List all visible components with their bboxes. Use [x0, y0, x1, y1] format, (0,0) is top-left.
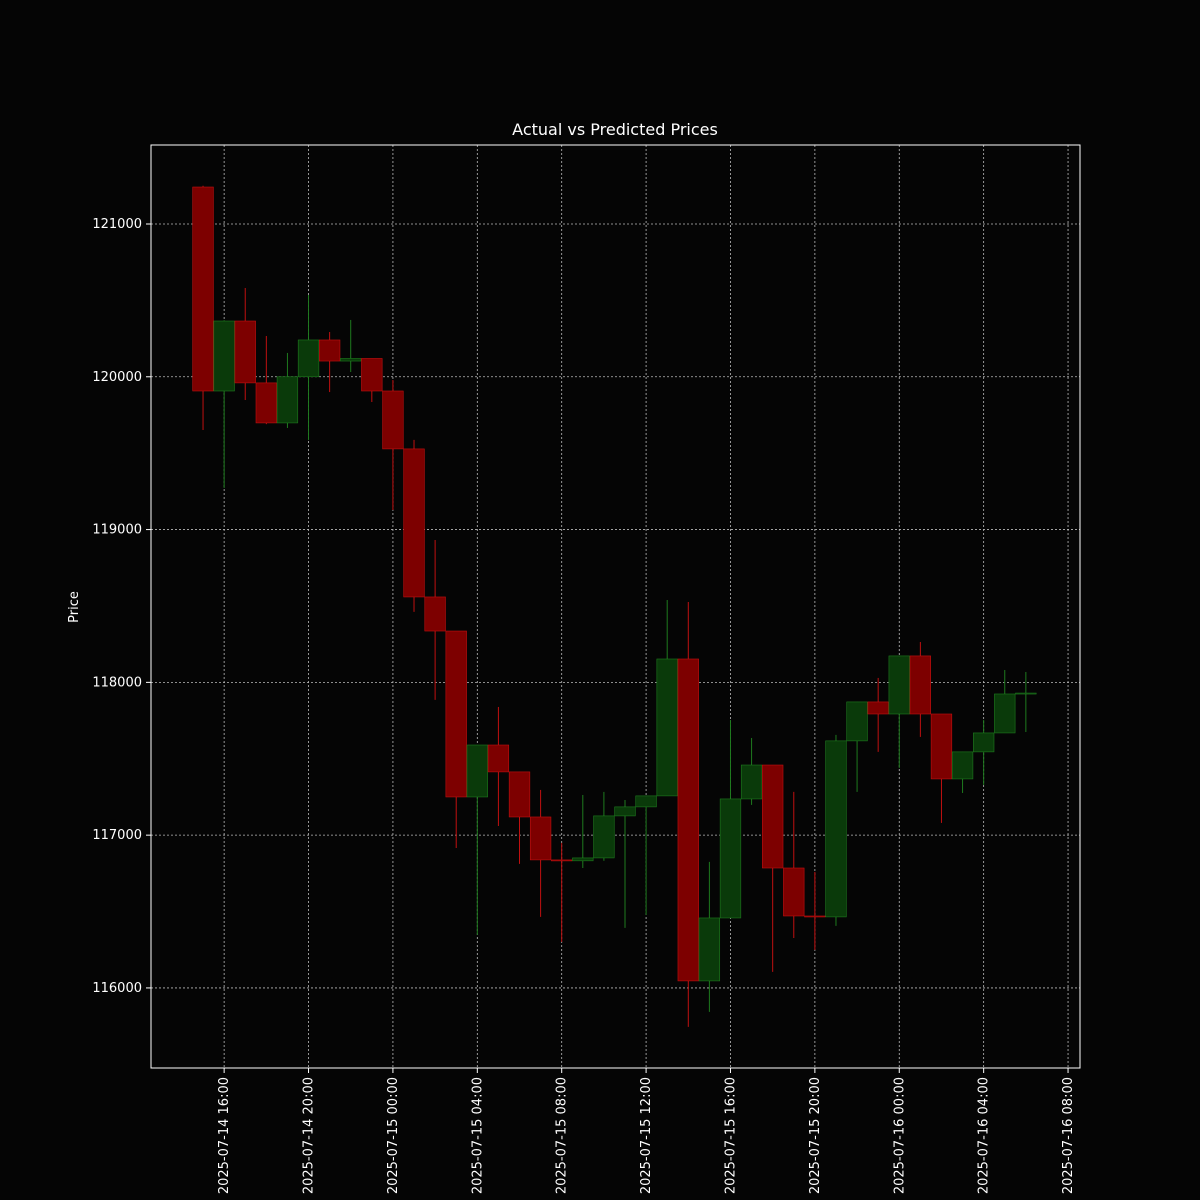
candle-body	[930, 713, 953, 780]
candle-body	[551, 859, 573, 862]
candle-body	[867, 701, 889, 715]
x-tick-label: 2025-07-15 00:00	[386, 1077, 401, 1194]
candle-body	[677, 658, 699, 982]
y-tick-label: 118000	[92, 675, 142, 690]
candle-body	[909, 655, 931, 715]
candle-body	[572, 857, 594, 862]
plot-frame	[150, 144, 1081, 1069]
candle-body	[973, 732, 995, 753]
candle-body	[192, 186, 214, 392]
candle-body	[424, 596, 446, 632]
candle-body	[846, 701, 868, 742]
candle-body	[318, 339, 341, 362]
x-tick-label: 2025-07-16 00:00	[892, 1077, 907, 1194]
candle-body	[825, 740, 847, 918]
candle-body	[255, 382, 277, 424]
candle-body	[340, 358, 362, 362]
candle-body	[508, 771, 531, 818]
candle-body	[656, 658, 678, 797]
y-tick-label: 116000	[92, 981, 142, 996]
candle-body	[297, 339, 320, 378]
x-tick-label: 2025-07-14 20:00	[302, 1077, 317, 1194]
candle-body	[783, 867, 805, 917]
candle-body	[382, 390, 404, 450]
y-tick-label: 121000	[92, 217, 142, 232]
y-tick-label: 119000	[92, 523, 142, 538]
x-tick-label: 2025-07-14 16:00	[217, 1077, 232, 1194]
candle-body	[614, 806, 636, 817]
x-tick-label: 2025-07-15 12:00	[639, 1077, 654, 1194]
y-axis-label: Price	[67, 591, 82, 623]
candle-body	[234, 320, 256, 384]
y-tick-label: 120000	[92, 370, 142, 385]
candle-body	[804, 915, 826, 918]
y-tick-label: 117000	[92, 828, 142, 843]
chart-title: Actual vs Predicted Prices	[512, 120, 718, 139]
candle-body	[740, 764, 763, 800]
x-tick-label: 2025-07-15 16:00	[723, 1077, 738, 1194]
candle-body	[529, 816, 552, 861]
candle-body	[593, 815, 615, 859]
candle-body	[487, 744, 510, 773]
x-tick-label: 2025-07-16 08:00	[1061, 1077, 1076, 1194]
x-tick-label: 2025-07-16 04:00	[977, 1077, 992, 1194]
candle-body	[994, 693, 1016, 734]
candle-body	[635, 795, 657, 808]
candle-body	[466, 744, 488, 798]
candle-body	[403, 448, 425, 598]
candle-body	[1015, 692, 1037, 695]
candle-body	[213, 320, 235, 392]
candle-body	[888, 655, 910, 715]
candle-body	[276, 376, 299, 424]
candle-body	[762, 764, 784, 869]
candle-body	[951, 751, 974, 780]
candle-body	[445, 630, 467, 798]
x-tick-label: 2025-07-15 20:00	[808, 1077, 823, 1194]
candle-body	[361, 358, 383, 392]
candle-body	[719, 798, 742, 919]
x-tick-label: 2025-07-15 04:00	[470, 1077, 485, 1194]
candle-body	[698, 917, 721, 982]
x-tick-label: 2025-07-15 08:00	[555, 1077, 570, 1194]
